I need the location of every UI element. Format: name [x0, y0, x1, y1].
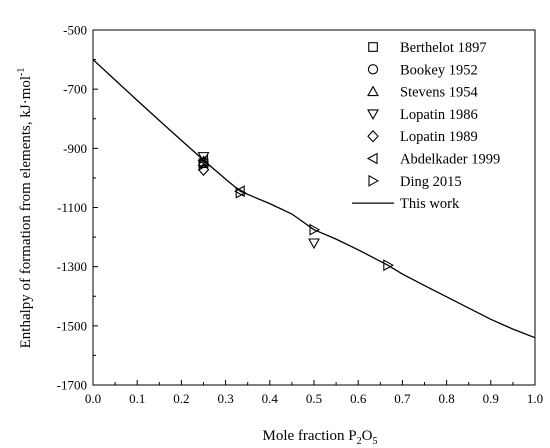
x-tick-label: 0.3 — [217, 391, 233, 406]
x-tick-label: 0.0 — [85, 391, 101, 406]
x-tick-labels: 0.0 0.1 0.2 0.3 0.4 0.5 0.6 0.7 0.8 0.9 1.0 — [85, 391, 543, 406]
y-axis-title-sup: -1 — [16, 68, 27, 76]
legend-marker-berthelot-1897 — [368, 42, 378, 52]
x-tick-label: 0.7 — [394, 391, 411, 406]
ding-2015-point — [198, 158, 210, 171]
x-axis-title-sub1: 2 — [357, 436, 362, 447]
y-tick-label: -700 — [63, 82, 87, 97]
legend-label-bookey-1952: Bookey 1952 — [400, 62, 478, 78]
data-markers — [197, 152, 394, 272]
ding-2015-point — [309, 223, 321, 236]
legend-marker-ding-2015 — [368, 174, 380, 187]
x-tick-label: 0.5 — [306, 391, 322, 406]
legend-label-ding-2015: Ding 2015 — [400, 174, 462, 190]
legend-label-this-work: This work — [400, 196, 460, 212]
stevens-1954-point — [197, 155, 210, 167]
x-tick-label: 0.9 — [483, 391, 499, 406]
y-axis-title: Enthalpy of formation from elements, kJ·… — [16, 68, 34, 349]
x-tick-label: 0.2 — [173, 391, 189, 406]
ding-2015-point — [383, 259, 394, 272]
legend-label-stevens-1954: Stevens 1954 — [400, 85, 478, 101]
y-tick-labels: -500 -700 -900 -1100 -1300 -1500 -1700 — [57, 23, 87, 393]
this-work-curve-group — [92, 59, 536, 339]
y-tick-label: -900 — [63, 141, 87, 156]
legend-marker-lopatin-1986 — [367, 109, 379, 121]
x-tick-label: 0.6 — [350, 391, 367, 406]
y-axis-title-main: Enthalpy of formation from elements, kJ·… — [18, 76, 34, 348]
legend-marker-abdelkader-1999 — [366, 152, 378, 165]
legend-marker-lopatin-1989 — [367, 129, 379, 143]
lopatin-1989-point — [197, 163, 210, 176]
legend-marker-stevens-1954 — [367, 85, 379, 97]
x-axis-title-main: Mole fraction P — [263, 428, 357, 444]
y-tick-label: -1700 — [57, 378, 87, 393]
y-tick-label: -1500 — [57, 318, 87, 333]
x-axis-title-mid: O — [362, 428, 373, 444]
legend-marker-bookey-1952 — [367, 64, 379, 75]
abdelkader-1999-point — [234, 185, 245, 198]
lopatin-1986-point — [308, 238, 320, 250]
x-axis-title-sub2: 5 — [373, 436, 378, 447]
abdelkader-1999-point — [197, 154, 209, 167]
y-tick-label: -1100 — [57, 200, 87, 215]
x-tick-label: 0.1 — [129, 391, 145, 406]
axis-ticks — [92, 29, 536, 386]
x-axis-title: Mole fraction P2O5 — [263, 428, 378, 447]
ding-2015-point — [235, 186, 247, 199]
y-tick-label: -1300 — [57, 259, 87, 274]
x-tick-label: 1.0 — [527, 391, 543, 406]
plot-frame — [92, 29, 536, 386]
legend-label-lopatin-1986: Lopatin 1986 — [400, 107, 478, 123]
legend-label-lopatin-1989: Lopatin 1989 — [400, 129, 478, 145]
legend: Berthelot 1897 Bookey 1952 Stevens 1954 Lop… — [352, 40, 500, 212]
legend-label-abdelkader-1999: Abdelkader 1999 — [400, 152, 500, 168]
this-work-curve — [92, 59, 536, 339]
y-tick-label: -500 — [63, 23, 87, 38]
legend-label-berthelot-1897: Berthelot 1897 — [400, 40, 487, 56]
x-tick-label: 0.8 — [438, 391, 454, 406]
x-tick-label: 0.4 — [262, 391, 279, 406]
